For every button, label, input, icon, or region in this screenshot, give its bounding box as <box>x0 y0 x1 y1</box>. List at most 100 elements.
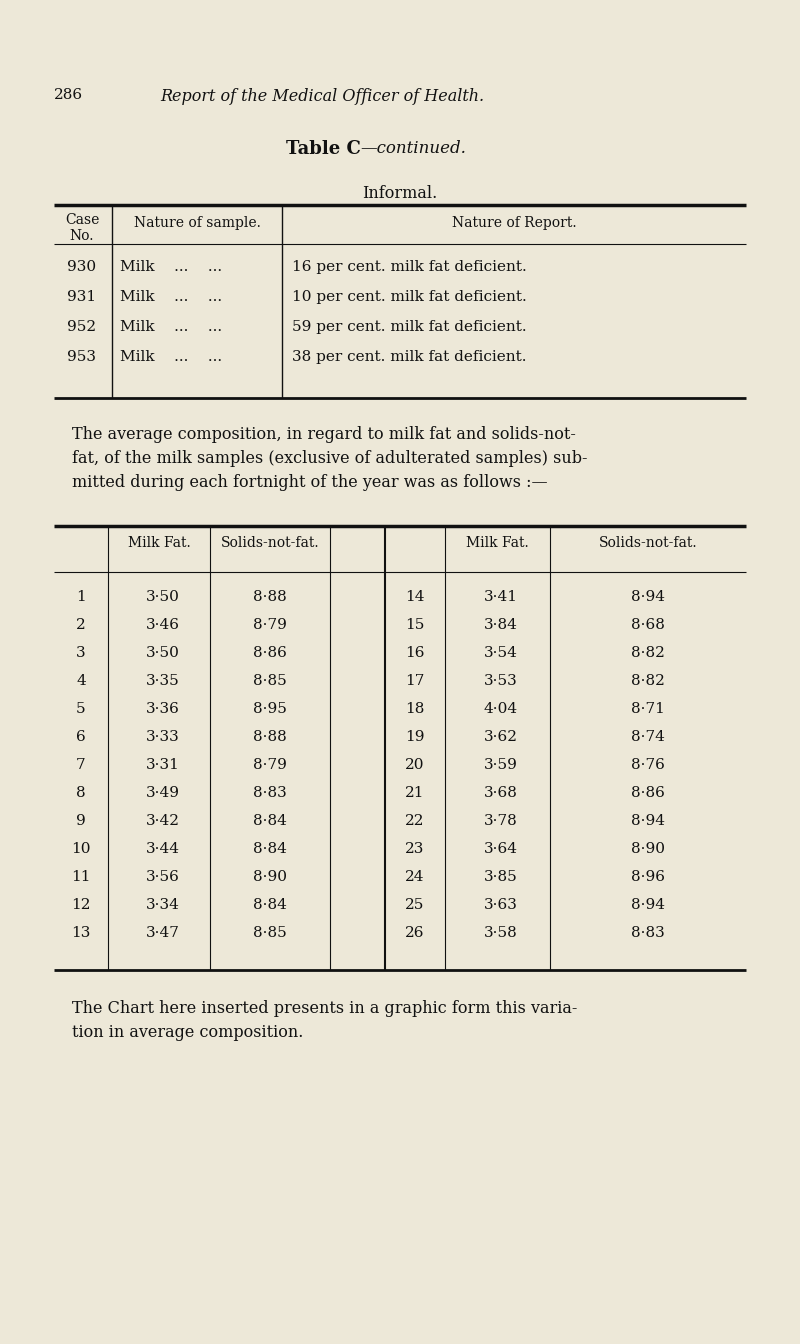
Text: 3·53: 3·53 <box>484 673 518 688</box>
Text: 24: 24 <box>406 870 425 884</box>
Text: 8·86: 8·86 <box>253 646 287 660</box>
Text: 3·35: 3·35 <box>146 673 180 688</box>
Text: 8·71: 8·71 <box>631 702 665 716</box>
Text: 8: 8 <box>76 786 86 800</box>
Text: Case
No.: Case No. <box>65 212 99 243</box>
Text: 931: 931 <box>67 290 97 304</box>
Text: 8·85: 8·85 <box>253 673 287 688</box>
Text: 952: 952 <box>67 320 97 335</box>
Text: 10: 10 <box>71 841 90 856</box>
Text: 16: 16 <box>406 646 425 660</box>
Text: 3·58: 3·58 <box>484 926 518 939</box>
Text: 8·94: 8·94 <box>631 814 665 828</box>
Text: 8·86: 8·86 <box>631 786 665 800</box>
Text: 22: 22 <box>406 814 425 828</box>
Text: 59 per cent. milk fat deficient.: 59 per cent. milk fat deficient. <box>292 320 526 335</box>
Text: 8·83: 8·83 <box>253 786 287 800</box>
Text: 14: 14 <box>406 590 425 603</box>
Text: The Chart here inserted presents in a graphic form this varia-: The Chart here inserted presents in a gr… <box>72 1000 578 1017</box>
Text: 3·62: 3·62 <box>484 730 518 745</box>
Text: 8·88: 8·88 <box>253 730 287 745</box>
Text: 7: 7 <box>76 758 86 771</box>
Text: 930: 930 <box>67 259 97 274</box>
Text: 8·84: 8·84 <box>253 898 287 913</box>
Text: 8·96: 8·96 <box>631 870 665 884</box>
Text: 12: 12 <box>71 898 90 913</box>
Text: 8·68: 8·68 <box>631 618 665 632</box>
Text: 3·47: 3·47 <box>146 926 180 939</box>
Text: 3·31: 3·31 <box>146 758 180 771</box>
Text: 16 per cent. milk fat deficient.: 16 per cent. milk fat deficient. <box>292 259 526 274</box>
Text: 2: 2 <box>76 618 86 632</box>
Text: 8·84: 8·84 <box>253 841 287 856</box>
Text: 20: 20 <box>406 758 425 771</box>
Text: 3·63: 3·63 <box>484 898 518 913</box>
Text: Nature of Report.: Nature of Report. <box>452 216 576 230</box>
Text: 8·90: 8·90 <box>631 841 665 856</box>
Text: Table C: Table C <box>286 140 361 159</box>
Text: 3·33: 3·33 <box>146 730 180 745</box>
Text: 5: 5 <box>76 702 86 716</box>
Text: Milk Fat.: Milk Fat. <box>466 536 528 550</box>
Text: 3·68: 3·68 <box>484 786 518 800</box>
Text: 3·59: 3·59 <box>484 758 518 771</box>
Text: 8·82: 8·82 <box>631 673 665 688</box>
Text: 10 per cent. milk fat deficient.: 10 per cent. milk fat deficient. <box>292 290 526 304</box>
Text: 3·50: 3·50 <box>146 646 180 660</box>
Text: Solids-not-fat.: Solids-not-fat. <box>221 536 319 550</box>
Text: 8·79: 8·79 <box>253 618 287 632</box>
Text: 3·84: 3·84 <box>484 618 518 632</box>
Text: 1: 1 <box>76 590 86 603</box>
Text: Milk    ...    ...: Milk ... ... <box>120 259 222 274</box>
Text: —continued.: —continued. <box>360 140 466 157</box>
Text: 3·34: 3·34 <box>146 898 180 913</box>
Text: 3·49: 3·49 <box>146 786 180 800</box>
Text: 4·04: 4·04 <box>484 702 518 716</box>
Text: 13: 13 <box>71 926 90 939</box>
Text: 19: 19 <box>406 730 425 745</box>
Text: 8·94: 8·94 <box>631 898 665 913</box>
Text: 8·88: 8·88 <box>253 590 287 603</box>
Text: 38 per cent. milk fat deficient.: 38 per cent. milk fat deficient. <box>292 349 526 364</box>
Text: 8·84: 8·84 <box>253 814 287 828</box>
Text: 17: 17 <box>406 673 425 688</box>
Text: 21: 21 <box>406 786 425 800</box>
Text: 8·82: 8·82 <box>631 646 665 660</box>
Text: Milk    ...    ...: Milk ... ... <box>120 349 222 364</box>
Text: Solids-not-fat.: Solids-not-fat. <box>598 536 698 550</box>
Text: 15: 15 <box>406 618 425 632</box>
Text: 18: 18 <box>406 702 425 716</box>
Text: 3·50: 3·50 <box>146 590 180 603</box>
Text: 8·90: 8·90 <box>253 870 287 884</box>
Text: 3·41: 3·41 <box>484 590 518 603</box>
Text: 8·79: 8·79 <box>253 758 287 771</box>
Text: 6: 6 <box>76 730 86 745</box>
Text: 8·85: 8·85 <box>253 926 287 939</box>
Text: mitted during each fortnight of the year was as follows :—: mitted during each fortnight of the year… <box>72 474 548 491</box>
Text: 3·78: 3·78 <box>484 814 518 828</box>
Text: Report of the Medical Officer of Health.: Report of the Medical Officer of Health. <box>160 87 484 105</box>
Text: 3·36: 3·36 <box>146 702 180 716</box>
Text: 3·42: 3·42 <box>146 814 180 828</box>
Text: 3·54: 3·54 <box>484 646 518 660</box>
Text: 3·56: 3·56 <box>146 870 180 884</box>
Text: 9: 9 <box>76 814 86 828</box>
Text: 11: 11 <box>71 870 90 884</box>
Text: 3·44: 3·44 <box>146 841 180 856</box>
Text: 26: 26 <box>406 926 425 939</box>
Text: 8·76: 8·76 <box>631 758 665 771</box>
Text: 4: 4 <box>76 673 86 688</box>
Text: 3: 3 <box>76 646 86 660</box>
Text: tion in average composition.: tion in average composition. <box>72 1024 303 1042</box>
Text: The average composition, in regard to milk fat and solids-not-: The average composition, in regard to mi… <box>72 426 576 444</box>
Text: 8·74: 8·74 <box>631 730 665 745</box>
Text: Nature of sample.: Nature of sample. <box>134 216 261 230</box>
Text: 3·85: 3·85 <box>484 870 518 884</box>
Text: 286: 286 <box>54 87 83 102</box>
Text: 8·95: 8·95 <box>253 702 287 716</box>
Text: 8·94: 8·94 <box>631 590 665 603</box>
Text: 23: 23 <box>406 841 425 856</box>
Text: 8·83: 8·83 <box>631 926 665 939</box>
Text: 3·46: 3·46 <box>146 618 180 632</box>
Text: fat, of the milk samples (exclusive of adulterated samples) sub-: fat, of the milk samples (exclusive of a… <box>72 450 587 466</box>
